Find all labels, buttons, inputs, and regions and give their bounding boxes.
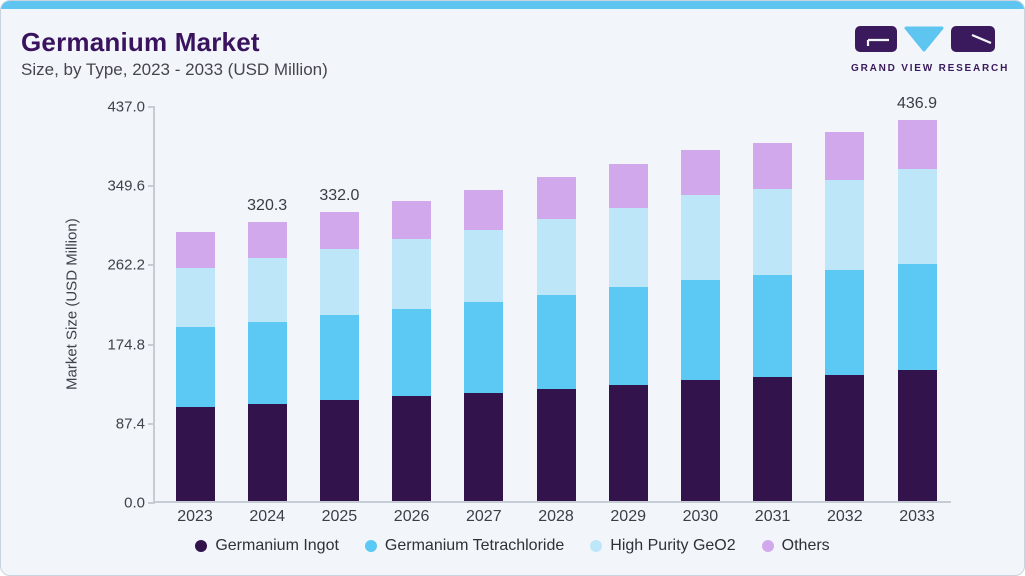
bar-segment-others-2028 [536,176,576,219]
x-axis-label-2031: 2031 [754,508,791,525]
bar-total-label-2025: 332.0 [319,186,360,204]
legend-item-others: Others [761,537,830,555]
gvr-logo-mark [855,26,995,52]
bar-segment-high-purity-geo2-2025 [319,248,359,315]
bar-segment-germanium-ingot-2031 [753,376,793,501]
y-axis-tick-label: 349.6 [107,177,145,195]
bar-segment-others-2027 [464,189,504,230]
x-axis-label-2025: 2025 [321,508,358,525]
logo-r-shape [951,26,995,52]
x-axis-label-2030: 2030 [682,508,719,525]
x-axis-label-2033: 2033 [899,508,935,525]
bar-segment-high-purity-geo2-2026 [392,239,432,309]
bar-segment-high-purity-geo2-2030 [680,194,720,280]
bar-segment-germanium-ingot-2030 [680,379,720,501]
bar-segment-germanium-tetrachloride-2023 [175,326,215,407]
bar-segment-high-purity-geo2-2032 [825,179,865,270]
bar-segment-others-2032 [825,131,865,180]
bar-segment-others-2025 [319,211,359,249]
bar-segment-germanium-tetrachloride-2029 [608,286,648,385]
gvr-logo: GRAND VIEW RESEARCH [851,25,1010,74]
y-axis-tick-label: 174.8 [107,336,145,354]
bar-segment-germanium-ingot-2032 [825,374,865,501]
logo-wordmark: GRAND VIEW RESEARCH [851,63,1010,74]
bar-segment-germanium-ingot-2028 [536,388,576,501]
y-axis-tick-label: 262.2 [107,256,145,274]
bar-segment-germanium-tetrachloride-2033 [897,263,937,370]
bar-total-label-2024: 320.3 [247,196,288,214]
bar-segment-germanium-tetrachloride-2026 [392,308,432,397]
y-axis-tick-label: 437.0 [107,98,145,116]
legend-dot-icon [761,540,774,552]
x-axis-label-2023: 2023 [177,508,213,525]
x-axis-label-2029: 2029 [610,508,646,525]
bar-segment-germanium-ingot-2029 [608,384,648,501]
bar-segment-others-2033 [897,120,937,169]
bar-segment-germanium-ingot-2023 [175,406,215,501]
legend-dot-icon [195,540,208,552]
y-axis-tick-label: 0.0 [124,494,145,512]
y-axis-tick-mark [148,502,155,504]
bar-segment-germanium-tetrachloride-2024 [247,321,287,404]
legend-label: Others [781,537,830,554]
logo-v-shape [904,26,944,52]
y-axis-tick-mark [148,343,155,346]
x-axis-label-2032: 2032 [827,508,863,525]
chart-legend: Germanium Ingot Germanium Tetrachloride Hi… [1,537,1024,555]
y-axis-tick-mark [148,106,155,108]
bar-segment-others-2024 [247,221,287,258]
bar-segment-germanium-tetrachloride-2031 [753,274,793,377]
bar-segment-high-purity-geo2-2024 [247,257,287,322]
bar-segment-others-2026 [392,200,432,240]
y-axis-tick-mark [148,264,155,267]
bar-segment-high-purity-geo2-2033 [897,168,937,264]
bar-segment-high-purity-geo2-2028 [536,218,576,295]
legend-item-germanium-ingot: Germanium Ingot [195,537,339,555]
legend-label: High Purity GeO2 [610,537,736,554]
bar-total-label-2033: 436.9 [896,95,938,113]
x-axis-label-2024: 2024 [249,508,285,525]
x-axis-label-2028: 2028 [538,508,574,525]
page-title: Germanium Market [21,27,260,57]
legend-item-high-purity-geo2: High Purity GeO2 [590,537,736,555]
bar-segment-germanium-tetrachloride-2030 [680,279,720,380]
bar-segment-high-purity-geo2-2029 [608,207,648,287]
x-axis-label-2026: 2026 [393,508,430,525]
legend-dot-icon [590,540,603,552]
legend-label: Germanium Tetrachloride [384,537,565,554]
legend-label: Germanium Ingot [215,537,339,554]
bar-segment-germanium-ingot-2027 [464,392,504,501]
y-axis-tick-label: 87.4 [115,415,145,433]
bar-segment-germanium-ingot-2024 [247,403,287,501]
bar-segment-others-2023 [175,231,215,268]
bar-segment-germanium-tetrachloride-2028 [536,294,576,389]
y-axis-tick-mark [148,422,155,425]
bar-segment-high-purity-geo2-2023 [175,267,215,327]
legend-dot-icon [364,540,377,552]
bar-segment-high-purity-geo2-2027 [464,229,504,302]
bar-segment-germanium-ingot-2026 [392,396,432,501]
bar-segment-others-2029 [608,164,648,208]
page-subtitle: Size, by Type, 2023 - 2033 (USD Million) [21,60,328,79]
bar-segment-germanium-ingot-2033 [897,369,937,501]
bar-segment-others-2031 [753,142,793,190]
top-accent-bar [1,1,1024,9]
plot-area: 0.0 87.4 174.8 262.2 349.6 437.0 2023 320.3 2024… [107,95,951,525]
bar-segment-germanium-tetrachloride-2032 [825,269,865,375]
bar-segment-high-purity-geo2-2031 [753,189,793,275]
bar-segment-germanium-tetrachloride-2025 [319,314,359,401]
legend-item-germanium-tetrachloride: Germanium Tetrachloride [364,537,565,555]
x-axis-label-2027: 2027 [466,508,502,525]
bar-segment-germanium-ingot-2025 [319,400,359,501]
y-axis-tick-mark [148,185,155,188]
y-axis-title: Market Size (USD Million) [63,218,81,391]
bar-segment-germanium-tetrachloride-2027 [464,301,504,393]
bar-segment-others-2030 [680,150,720,195]
